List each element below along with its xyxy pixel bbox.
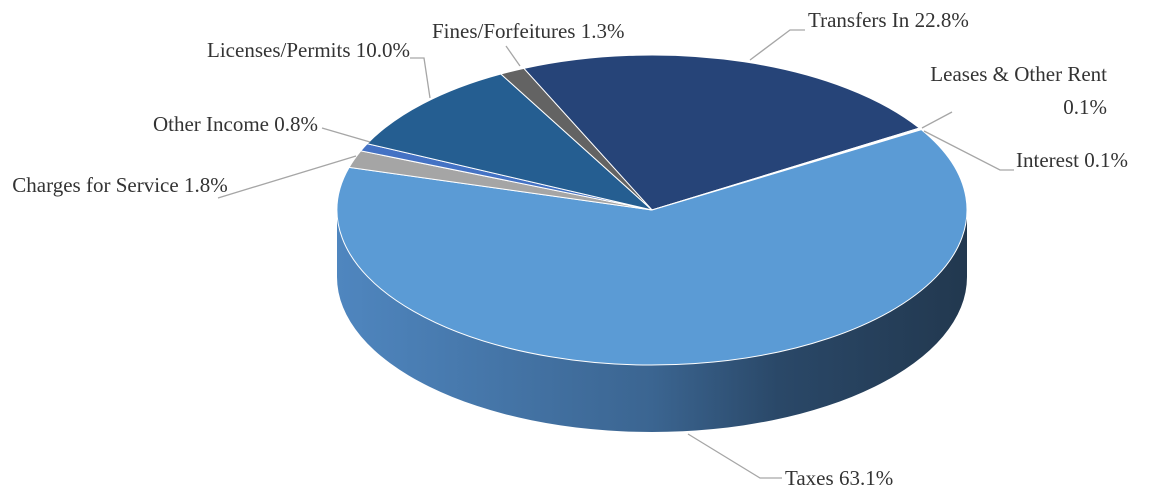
category-label: Other Income [152,112,269,136]
data-label: Transfers In 22.8% [808,4,1068,37]
leader-line [321,127,371,143]
category-label: Licenses/Permits [207,38,351,62]
leader-line [687,433,782,479]
value-label: 0.1% [1063,95,1107,119]
data-label: Interest 0.1% [1016,144,1166,177]
slice [522,54,921,211]
leader-line [217,155,357,199]
category-label: Interest [1016,148,1079,172]
leader-line [923,130,1014,171]
data-label: Taxes 63.1% [785,462,945,495]
leader-line [749,29,805,61]
data-label: Other Income 0.8% [90,108,318,141]
value-label: 10.0% [355,38,410,62]
leader-line [410,57,431,99]
slice [499,67,653,211]
category-label: Charges for Service [12,173,179,197]
leader-line [921,111,953,129]
value-label: 22.8% [914,8,969,32]
value-label: 63.1% [838,466,894,490]
category-label: Leases & Other Rent [930,62,1107,86]
category-label: Taxes [785,466,834,490]
value-label: 0.1% [1084,148,1128,172]
value-label: 0.8% [274,112,318,136]
data-label: Licenses/Permits 10.0% [120,34,410,67]
category-label: Fines/Forfeitures [432,19,576,43]
value-label: 1.3% [580,19,625,43]
slice [366,73,653,211]
slice-side [337,210,967,432]
data-label: Charges for Service 1.8% [6,169,234,202]
leader-line [505,45,521,67]
data-label: Fines/Forfeitures 1.3% [432,15,702,48]
value-label: 1.8% [183,173,228,197]
slice [336,129,968,366]
category-label: Transfers In [808,8,910,32]
data-label: Leases & Other Rent 0.1% [925,58,1107,124]
